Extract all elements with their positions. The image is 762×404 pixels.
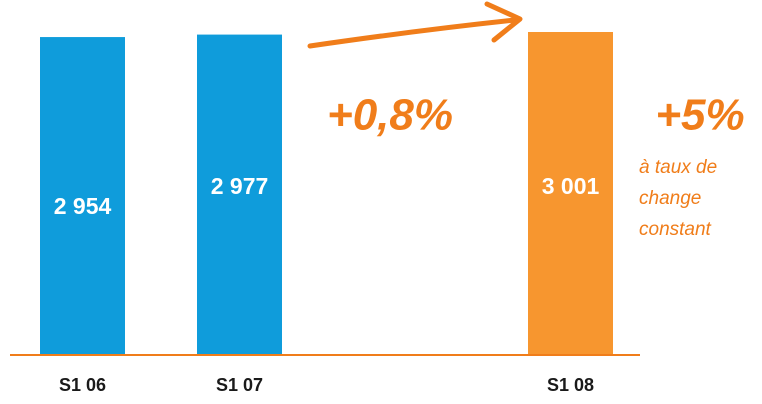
growth-arrow <box>307 17 518 49</box>
arrow-head <box>484 1 523 43</box>
bar <box>197 34 282 356</box>
bar <box>528 32 613 355</box>
growth-label: +0,8% <box>327 91 453 140</box>
note-line: constant <box>639 219 712 240</box>
value-label: 2 954 <box>54 193 112 219</box>
growth-constant-label: +5% <box>655 91 744 140</box>
bar <box>40 37 125 355</box>
x-tick-label: S1 08 <box>547 375 594 395</box>
x-tick-label: S1 06 <box>59 375 106 395</box>
note-line: à taux de <box>639 157 717 178</box>
x-tick-label: S1 07 <box>216 375 263 395</box>
value-label: 2 977 <box>211 173 269 199</box>
note-line: change <box>639 188 701 209</box>
value-label: 3 001 <box>542 173 600 199</box>
